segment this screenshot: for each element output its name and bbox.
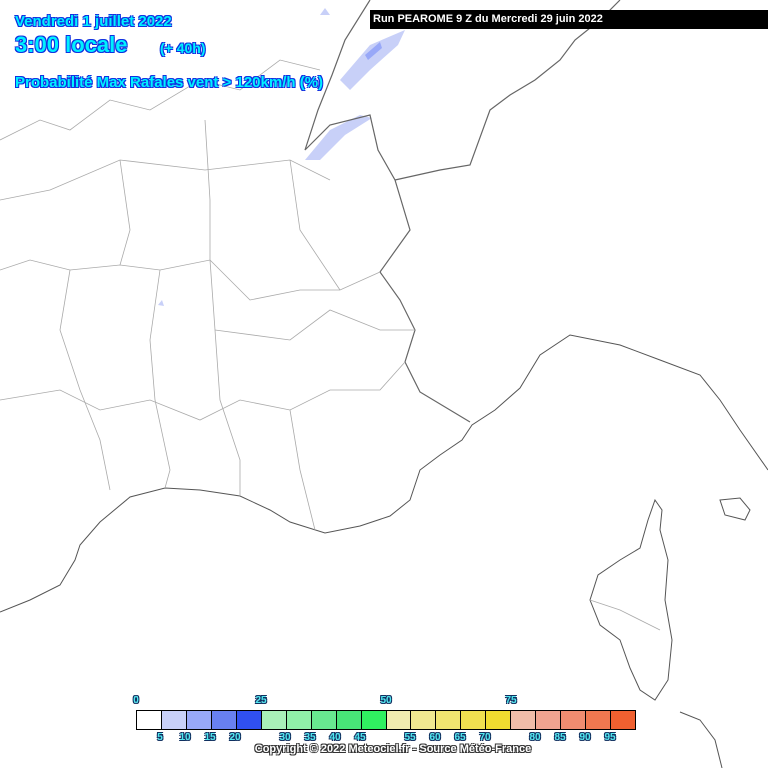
legend-swatch: [536, 711, 562, 729]
lead-time: (+ 40h): [160, 40, 206, 56]
legend-swatch: [586, 711, 612, 729]
legend-swatch: [486, 711, 512, 729]
department-borders: [0, 59, 661, 631]
legend-bottom-label: 60: [429, 732, 441, 743]
country-borders: [304, 0, 621, 423]
legend-swatch: [461, 711, 487, 729]
legend-swatch: [386, 711, 412, 729]
legend-bottom-label: 55: [404, 732, 416, 743]
legend-swatch: [611, 711, 636, 729]
legend-bottom-label: 40: [329, 732, 341, 743]
legend-swatch: [286, 711, 312, 729]
legend-top-label: 50: [380, 695, 392, 706]
probability-area: [158, 8, 405, 306]
legend-swatch: [311, 711, 337, 729]
legend-bottom-label: 90: [579, 732, 591, 743]
probability-area-core: [365, 42, 382, 60]
legend-bottom-label: 45: [354, 732, 366, 743]
legend-swatch: [161, 711, 187, 729]
legend-top-label: 75: [505, 695, 517, 706]
parameter-title: Probabilité Max Rafales vent > 120km/h (…: [15, 74, 324, 91]
legend-bottom-label: 65: [454, 732, 466, 743]
legend-top-label: 25: [255, 695, 267, 706]
legend-bottom-label: 20: [229, 732, 241, 743]
legend-bottom-label: 5: [157, 732, 163, 743]
legend-swatch: [261, 711, 287, 729]
legend-top-label: 0: [133, 695, 139, 706]
legend-swatch: [436, 711, 462, 729]
legend-swatch: [336, 711, 362, 729]
legend-bottom-label: 30: [279, 732, 291, 743]
legend-swatch: [361, 711, 387, 729]
legend-bottom-label: 70: [479, 732, 491, 743]
copyright: Copyright © 2022 Meteociel.fr - Source M…: [254, 743, 532, 755]
color-legend: [136, 710, 636, 730]
legend-swatch: [511, 711, 537, 729]
legend-bottom-label: 10: [179, 732, 191, 743]
legend-swatch: [411, 711, 437, 729]
legend-swatch: [561, 711, 587, 729]
legend-bottom-label: 35: [304, 732, 316, 743]
legend-bottom-label: 80: [529, 732, 541, 743]
forecast-hour: 3:00 locale: [15, 32, 128, 57]
legend-swatch: [186, 711, 212, 729]
coastline: [0, 334, 768, 768]
legend-swatch: [236, 711, 262, 729]
forecast-date: Vendredi 1 juillet 2022: [15, 13, 172, 30]
legend-swatch: [137, 711, 162, 729]
legend-swatch: [211, 711, 237, 729]
legend-bottom-label: 85: [554, 732, 566, 743]
legend-bottom-label: 15: [204, 732, 216, 743]
legend-bottom-label: 95: [604, 732, 616, 743]
run-banner: Run PEAROME 9 Z du Mercredi 29 juin 2022: [370, 10, 768, 29]
